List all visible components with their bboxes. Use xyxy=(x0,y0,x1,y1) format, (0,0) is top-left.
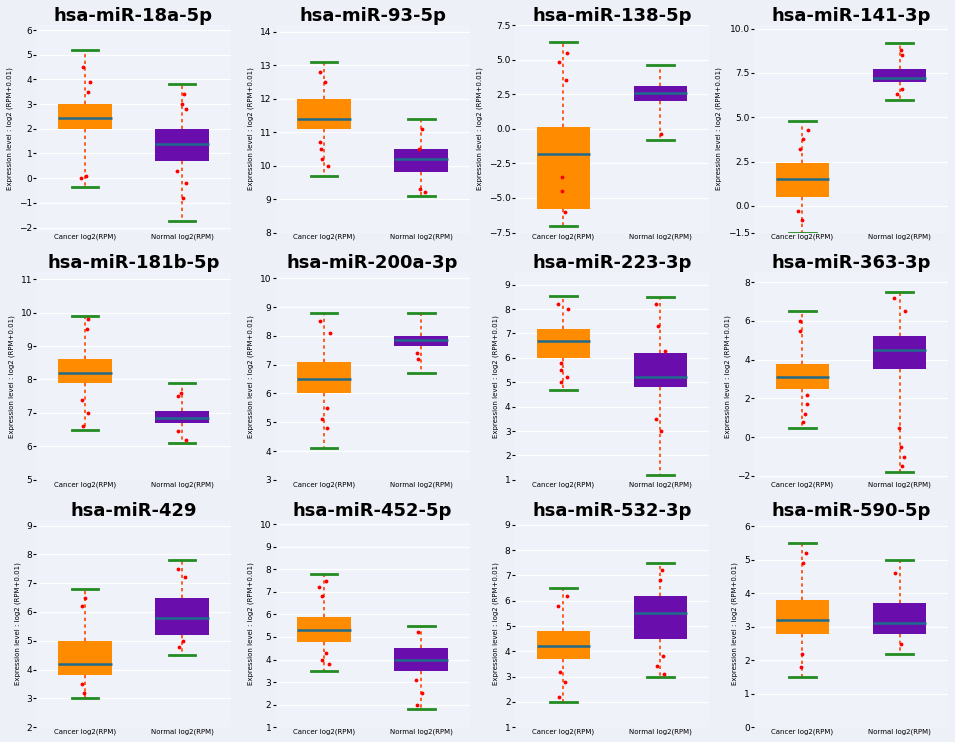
PathPatch shape xyxy=(156,597,209,635)
Y-axis label: Expression level : log2 (RPM+0.01): Expression level : log2 (RPM+0.01) xyxy=(9,315,15,438)
Title: hsa-miR-18a-5p: hsa-miR-18a-5p xyxy=(54,7,213,25)
Title: hsa-miR-138-5p: hsa-miR-138-5p xyxy=(532,7,691,25)
PathPatch shape xyxy=(634,596,687,639)
Y-axis label: Expression level : log2 (RPM+0.01): Expression level : log2 (RPM+0.01) xyxy=(14,562,21,685)
Y-axis label: Expression level : log2 (RPM+0.01): Expression level : log2 (RPM+0.01) xyxy=(248,68,254,190)
PathPatch shape xyxy=(775,163,829,197)
PathPatch shape xyxy=(775,364,829,389)
Y-axis label: Expression level : log2 (RPM+0.01): Expression level : log2 (RPM+0.01) xyxy=(477,68,483,190)
PathPatch shape xyxy=(634,86,687,101)
Y-axis label: Expression level : log2 (RPM+0.01): Expression level : log2 (RPM+0.01) xyxy=(493,562,499,685)
Y-axis label: Expression level : log2 (RPM+0.01): Expression level : log2 (RPM+0.01) xyxy=(248,315,254,438)
Title: hsa-miR-429: hsa-miR-429 xyxy=(71,502,197,519)
PathPatch shape xyxy=(297,362,350,393)
PathPatch shape xyxy=(58,359,112,383)
PathPatch shape xyxy=(634,353,687,387)
PathPatch shape xyxy=(394,149,448,172)
Y-axis label: Expression level : log2 (RPM+0.01): Expression level : log2 (RPM+0.01) xyxy=(725,315,732,438)
Title: hsa-miR-223-3p: hsa-miR-223-3p xyxy=(532,255,691,272)
Title: hsa-miR-200a-3p: hsa-miR-200a-3p xyxy=(286,255,458,272)
PathPatch shape xyxy=(58,104,112,129)
Y-axis label: Expression level : log2 (RPM+0.01): Expression level : log2 (RPM+0.01) xyxy=(732,562,738,685)
Title: hsa-miR-363-3p: hsa-miR-363-3p xyxy=(772,255,931,272)
PathPatch shape xyxy=(394,336,448,346)
Y-axis label: Expression level : log2 (RPM+0.01): Expression level : log2 (RPM+0.01) xyxy=(493,315,499,438)
PathPatch shape xyxy=(873,603,926,634)
PathPatch shape xyxy=(775,600,829,634)
PathPatch shape xyxy=(58,641,112,675)
Title: hsa-miR-590-5p: hsa-miR-590-5p xyxy=(772,502,931,519)
PathPatch shape xyxy=(156,411,209,423)
PathPatch shape xyxy=(537,329,590,358)
Title: hsa-miR-532-3p: hsa-miR-532-3p xyxy=(532,502,691,519)
PathPatch shape xyxy=(873,70,926,82)
PathPatch shape xyxy=(297,617,350,642)
PathPatch shape xyxy=(297,99,350,129)
Y-axis label: Expression level : log2 (RPM+0.01): Expression level : log2 (RPM+0.01) xyxy=(248,562,254,685)
Y-axis label: Expression level : log2 (RPM+0.01): Expression level : log2 (RPM+0.01) xyxy=(716,68,722,190)
Title: hsa-miR-93-5p: hsa-miR-93-5p xyxy=(299,7,446,25)
PathPatch shape xyxy=(156,129,209,161)
Title: hsa-miR-141-3p: hsa-miR-141-3p xyxy=(772,7,931,25)
PathPatch shape xyxy=(394,649,448,671)
PathPatch shape xyxy=(537,128,590,209)
Title: hsa-miR-181b-5p: hsa-miR-181b-5p xyxy=(48,255,220,272)
Title: hsa-miR-452-5p: hsa-miR-452-5p xyxy=(293,502,453,519)
PathPatch shape xyxy=(873,336,926,370)
Y-axis label: Expression level : log2 (RPM+0.01): Expression level : log2 (RPM+0.01) xyxy=(7,68,13,190)
PathPatch shape xyxy=(537,631,590,659)
